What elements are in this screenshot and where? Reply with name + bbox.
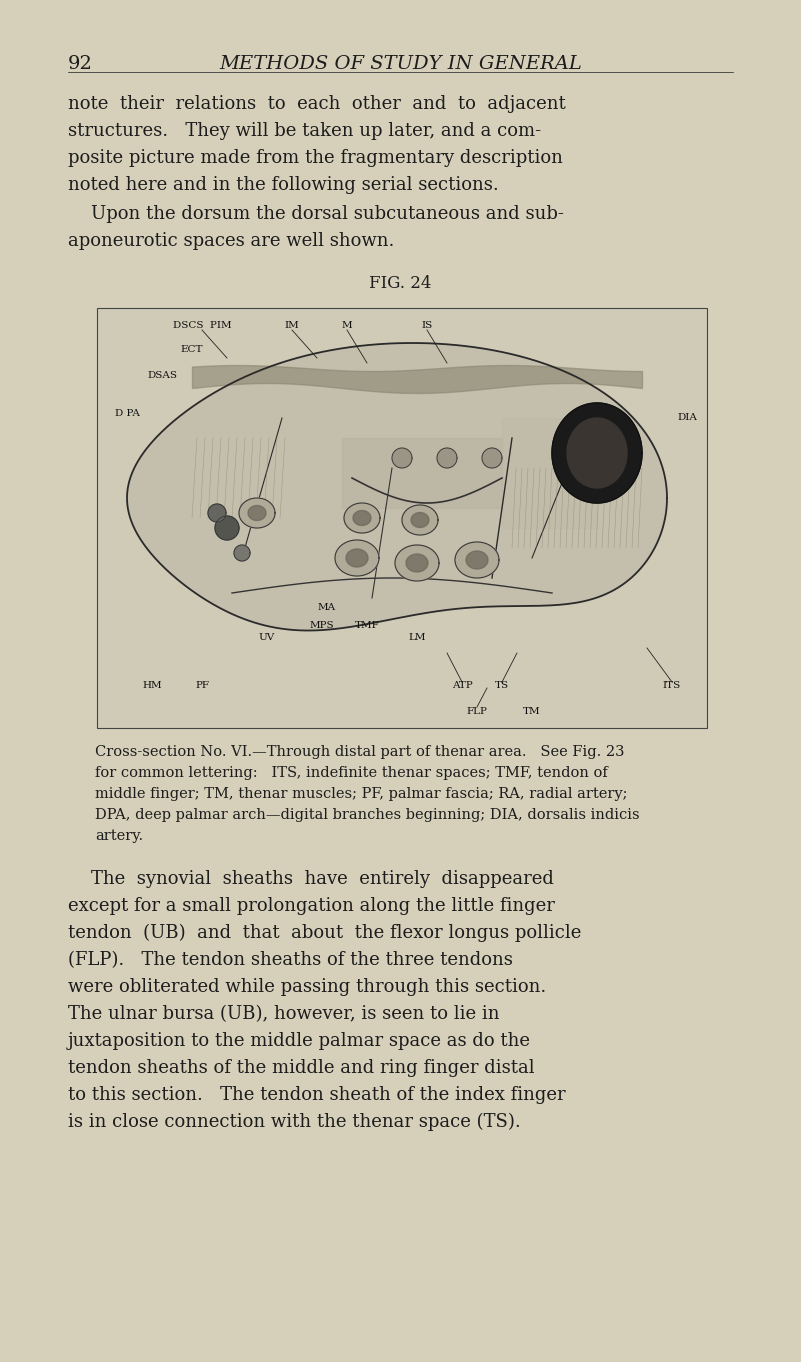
Text: FLP: FLP xyxy=(466,707,488,715)
Text: except for a small prolongation along the little finger: except for a small prolongation along th… xyxy=(68,898,555,915)
Polygon shape xyxy=(346,549,368,567)
Text: TM: TM xyxy=(523,707,541,715)
Bar xyxy=(97,308,707,729)
Polygon shape xyxy=(502,418,597,528)
Polygon shape xyxy=(437,448,457,469)
Text: (FLP).   The tendon sheaths of the three tendons: (FLP). The tendon sheaths of the three t… xyxy=(68,951,513,968)
Text: DSAS: DSAS xyxy=(147,372,177,380)
Polygon shape xyxy=(248,505,266,520)
Text: UV: UV xyxy=(259,633,275,643)
Text: D PA: D PA xyxy=(115,409,139,418)
Text: note  their  relations  to  each  other  and  to  adjacent: note their relations to each other and t… xyxy=(68,95,566,113)
Polygon shape xyxy=(482,448,502,469)
Polygon shape xyxy=(353,511,371,526)
Text: IS: IS xyxy=(421,321,433,331)
Text: middle finger; TM, thenar muscles; PF, palmar fascia; RA, radial artery;: middle finger; TM, thenar muscles; PF, p… xyxy=(95,787,627,801)
Text: METHODS OF STUDY IN GENERAL: METHODS OF STUDY IN GENERAL xyxy=(219,54,582,74)
Text: tendon  (UB)  and  that  about  the flexor longus pollicle: tendon (UB) and that about the flexor lo… xyxy=(68,923,582,943)
Text: TMF: TMF xyxy=(355,621,380,631)
Polygon shape xyxy=(342,439,502,508)
Text: LM: LM xyxy=(409,633,426,643)
Text: is in close connection with the thenar space (TS).: is in close connection with the thenar s… xyxy=(68,1113,521,1132)
Text: ITS: ITS xyxy=(663,681,681,691)
Polygon shape xyxy=(466,552,488,569)
Polygon shape xyxy=(234,545,250,561)
Text: 92: 92 xyxy=(68,54,93,74)
Text: DPA, deep palmar arch—digital branches beginning; DIA, dorsalis indicis: DPA, deep palmar arch—digital branches b… xyxy=(95,808,640,823)
Polygon shape xyxy=(392,448,412,469)
Text: The  synovial  sheaths  have  entirely  disappeared: The synovial sheaths have entirely disap… xyxy=(68,870,553,888)
Polygon shape xyxy=(552,403,642,503)
Text: IM: IM xyxy=(284,321,300,331)
Text: M: M xyxy=(342,321,352,331)
Polygon shape xyxy=(127,343,667,631)
Text: HM: HM xyxy=(143,681,162,691)
Text: structures.   They will be taken up later, and a com-: structures. They will be taken up later,… xyxy=(68,123,541,140)
Polygon shape xyxy=(344,503,380,533)
Text: Upon the dorsum the dorsal subcutaneous and sub-: Upon the dorsum the dorsal subcutaneous … xyxy=(68,206,564,223)
Text: DIA: DIA xyxy=(677,414,697,422)
Text: to this section.   The tendon sheath of the index finger: to this section. The tendon sheath of th… xyxy=(68,1086,566,1105)
Polygon shape xyxy=(455,542,499,577)
Text: DSCS  PIM: DSCS PIM xyxy=(173,321,231,331)
Text: artery.: artery. xyxy=(95,829,143,843)
Text: Cross-section No. VI.—Through distal part of thenar area.   See Fig. 23: Cross-section No. VI.—Through distal par… xyxy=(95,745,625,759)
Text: ATP: ATP xyxy=(452,681,473,691)
Text: tendon sheaths of the middle and ring finger distal: tendon sheaths of the middle and ring fi… xyxy=(68,1060,534,1077)
Text: aponeurotic spaces are well shown.: aponeurotic spaces are well shown. xyxy=(68,232,394,251)
Text: MPS: MPS xyxy=(310,621,334,631)
Text: posite picture made from the fragmentary description: posite picture made from the fragmentary… xyxy=(68,148,563,168)
Polygon shape xyxy=(335,539,379,576)
Text: The ulnar bursa (UB), however, is seen to lie in: The ulnar bursa (UB), however, is seen t… xyxy=(68,1005,500,1023)
Text: noted here and in the following serial sections.: noted here and in the following serial s… xyxy=(68,176,499,193)
Polygon shape xyxy=(402,505,438,535)
Text: were obliterated while passing through this section.: were obliterated while passing through t… xyxy=(68,978,546,996)
Polygon shape xyxy=(208,504,226,522)
Polygon shape xyxy=(411,512,429,527)
Text: juxtaposition to the middle palmar space as do the: juxtaposition to the middle palmar space… xyxy=(68,1032,531,1050)
Polygon shape xyxy=(215,516,239,539)
Text: for common lettering:   ITS, indefinite thenar spaces; TMF, tendon of: for common lettering: ITS, indefinite th… xyxy=(95,765,608,780)
Text: PF: PF xyxy=(195,681,209,691)
Text: MA: MA xyxy=(318,603,336,613)
Polygon shape xyxy=(395,545,439,582)
Text: ECT: ECT xyxy=(181,346,203,354)
Polygon shape xyxy=(406,554,428,572)
Text: FIG. 24: FIG. 24 xyxy=(369,275,432,291)
Text: TS: TS xyxy=(495,681,509,691)
Polygon shape xyxy=(567,418,627,488)
Polygon shape xyxy=(239,498,275,528)
